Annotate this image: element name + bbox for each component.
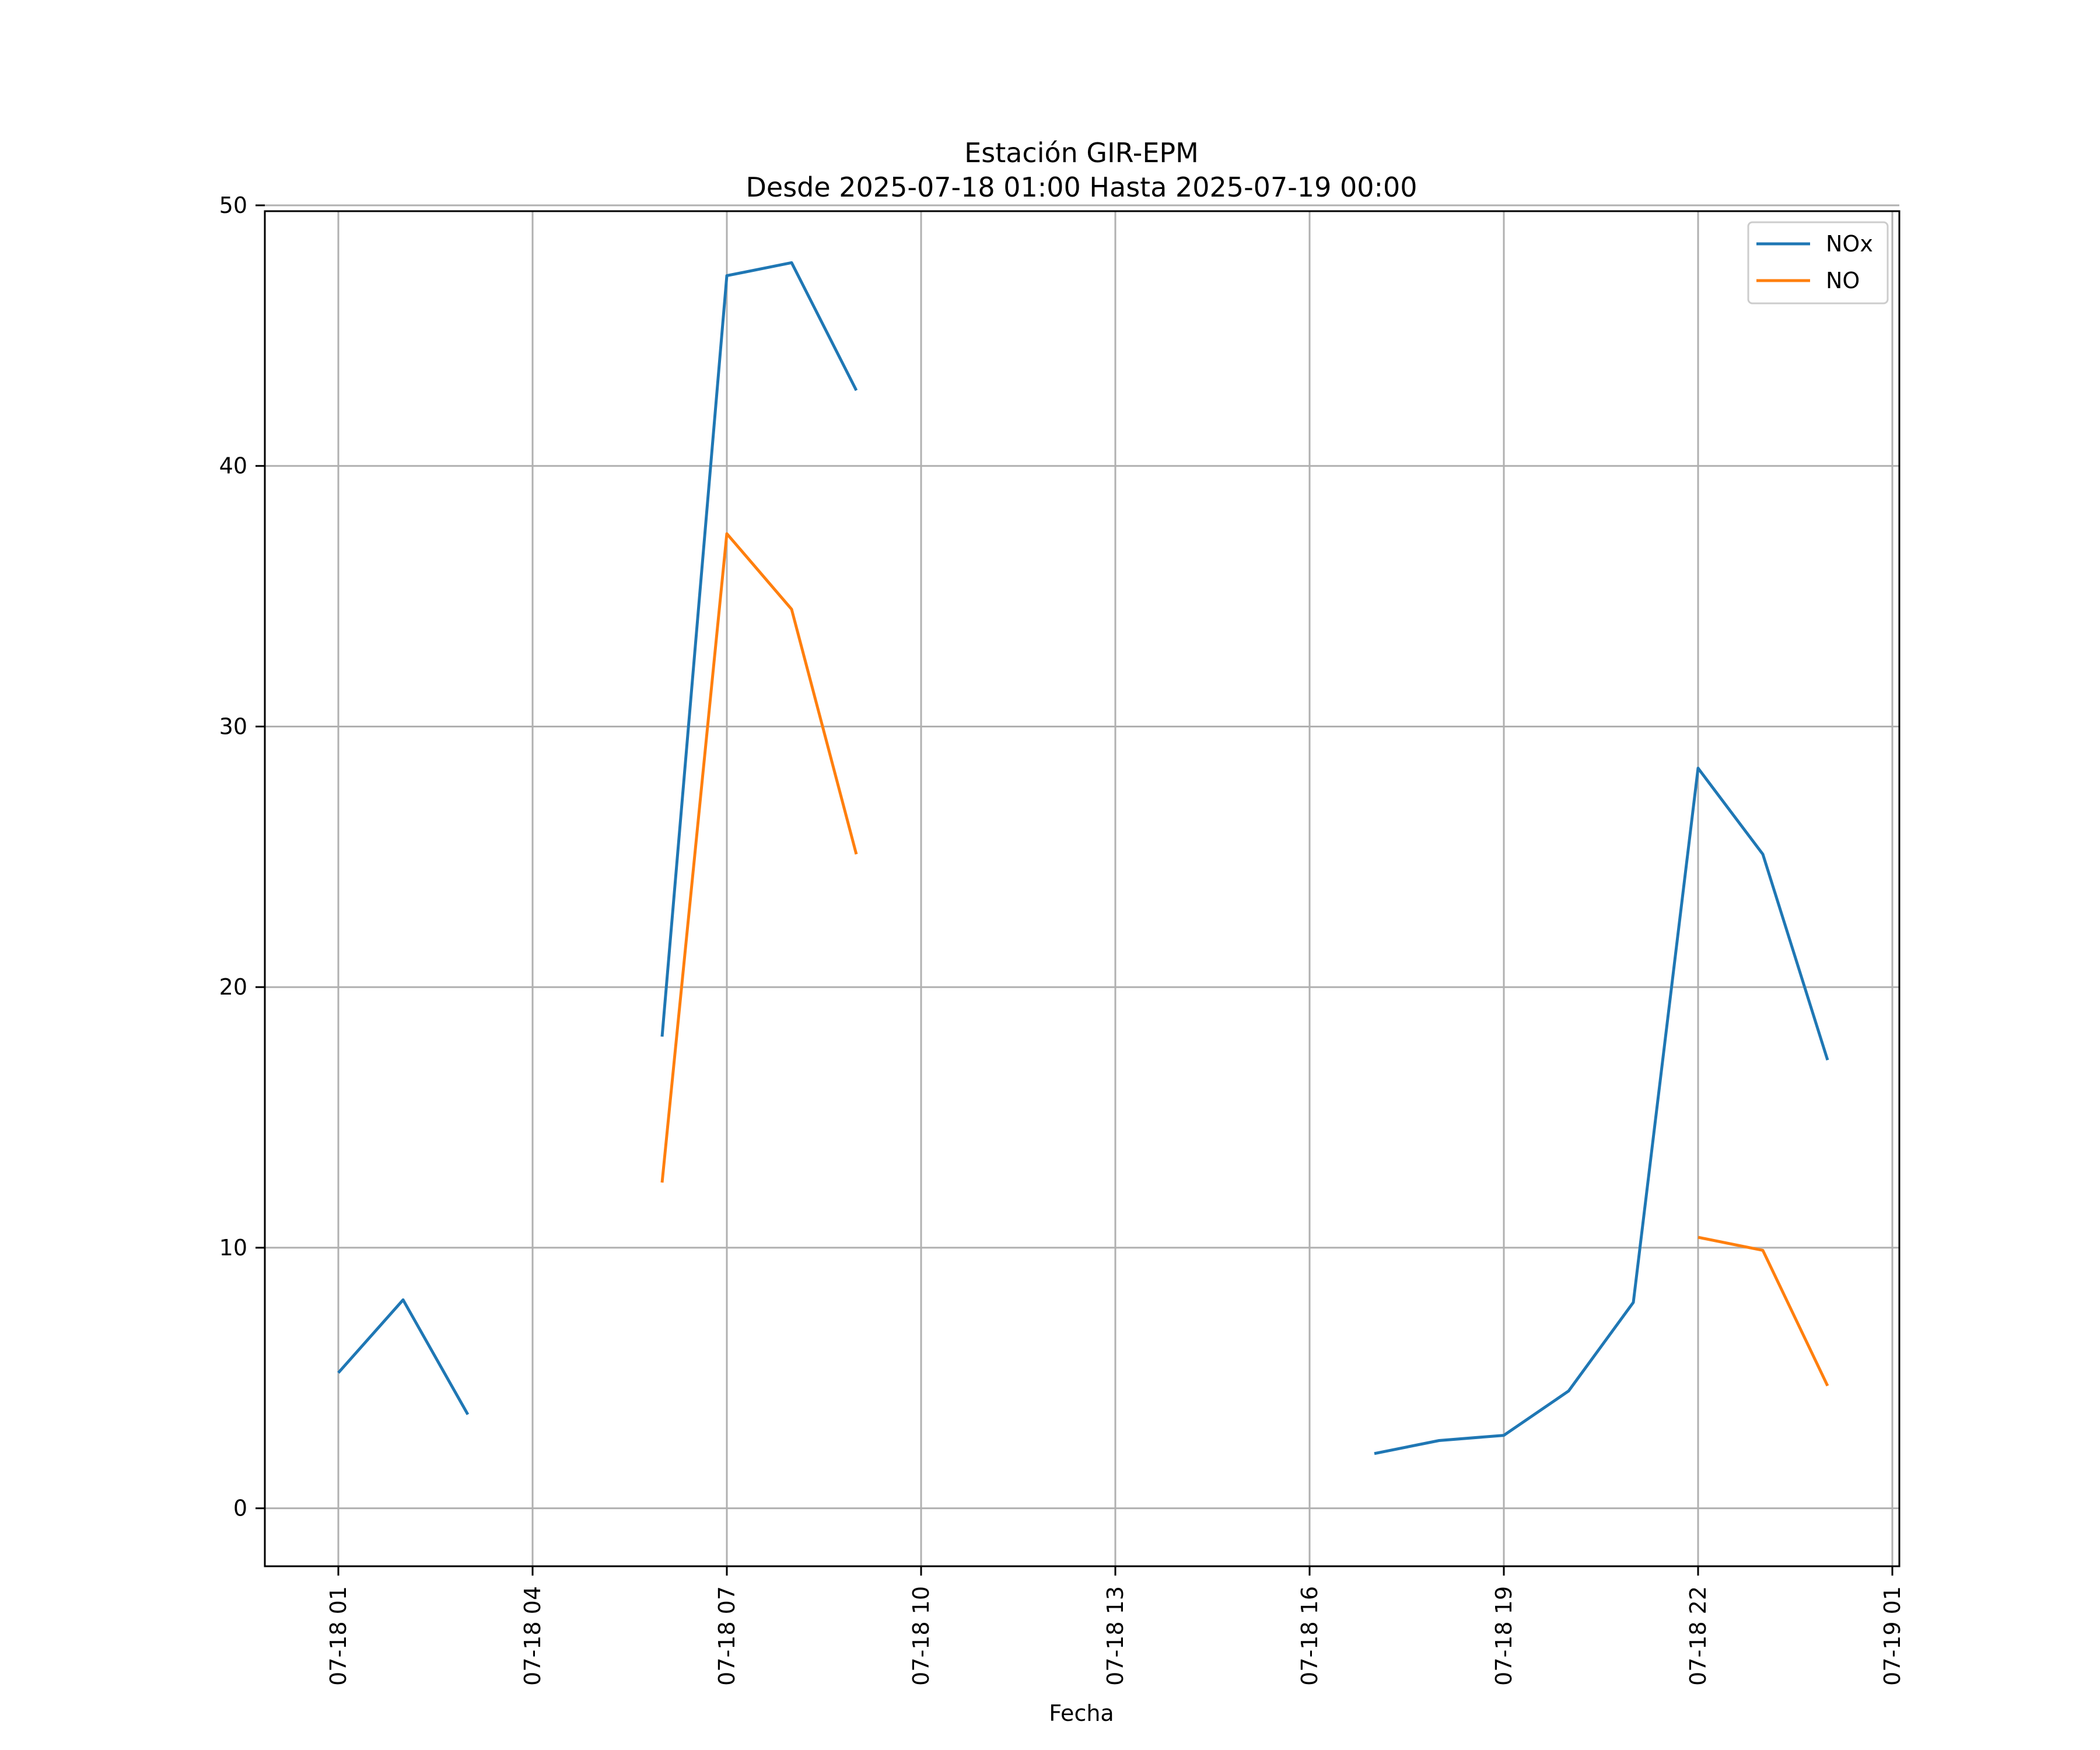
legend-label-nox: NOx bbox=[1826, 231, 1873, 257]
series-line-nox bbox=[337, 1298, 470, 1416]
y-tick-label: 30 bbox=[219, 713, 247, 739]
y-axis: 0 10 20 30 40 50 bbox=[219, 192, 265, 1521]
y-tick-label: 40 bbox=[219, 453, 247, 479]
x-tick-label: 07-18 07 bbox=[714, 1586, 740, 1686]
y-tick-label: 0 bbox=[233, 1496, 247, 1521]
chart-subtitle: Desde 2025-07-18 01:00 Hasta 2025-07-19 … bbox=[746, 172, 1417, 203]
series-line-no bbox=[1698, 1236, 1829, 1387]
x-tick-label: 07-18 22 bbox=[1685, 1586, 1711, 1686]
y-tick-label: 10 bbox=[219, 1235, 247, 1261]
x-tick-label: 07-19 01 bbox=[1880, 1586, 1905, 1686]
grid bbox=[265, 204, 1899, 1566]
chart-title: Estación GIR-EPM bbox=[964, 137, 1199, 169]
series-line-nox bbox=[660, 261, 858, 1037]
series-lines bbox=[337, 261, 1829, 1455]
y-tick-label: 20 bbox=[219, 974, 247, 1000]
legend: NOx NO bbox=[1747, 221, 1889, 304]
x-tick-label: 07-18 10 bbox=[908, 1586, 934, 1686]
x-tick-label: 07-18 04 bbox=[520, 1586, 545, 1686]
x-tick-label: 07-18 01 bbox=[326, 1586, 351, 1686]
x-tick-label: 07-18 19 bbox=[1491, 1586, 1517, 1686]
x-tick-label: 07-18 16 bbox=[1297, 1586, 1322, 1686]
x-axis-label: Fecha bbox=[1049, 1700, 1114, 1726]
plot-frame bbox=[264, 210, 1901, 1567]
x-tick-label: 07-18 13 bbox=[1102, 1586, 1128, 1686]
series-line-nox bbox=[1374, 766, 1829, 1455]
x-axis: 07-18 01 07-18 04 07-18 07 07-18 10 07-18 13… bbox=[326, 1566, 1905, 1686]
y-tick-label: 50 bbox=[219, 192, 247, 218]
legend-label-no: NO bbox=[1826, 268, 1860, 293]
series-line-no bbox=[660, 532, 858, 1183]
